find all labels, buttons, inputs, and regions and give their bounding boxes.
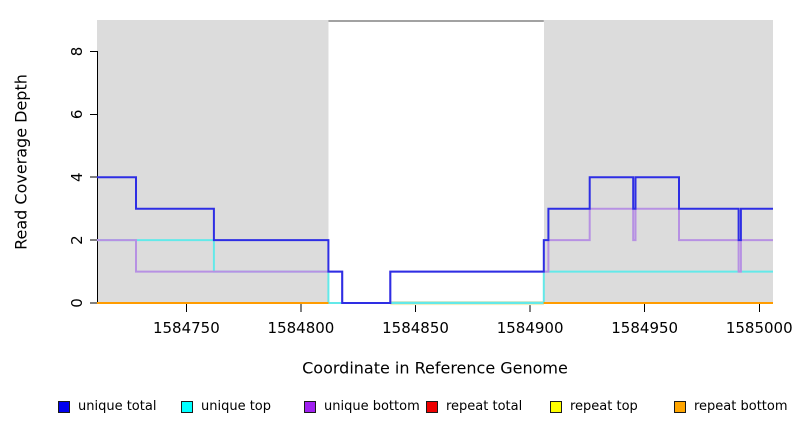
- series-line-unique-top: [97, 239, 773, 304]
- legend-label-unique-top: unique top: [201, 399, 272, 414]
- x-tick-label: 1584900: [497, 319, 564, 337]
- series-line-unique-total: [97, 176, 773, 304]
- x-tick-label: 1584750: [153, 319, 220, 337]
- y-tick-label: 2: [68, 235, 86, 245]
- legend-swatch-repeat-top: [550, 401, 562, 413]
- x-tick-label: 1584850: [382, 319, 449, 337]
- x-tick-label: 1584950: [611, 319, 678, 337]
- y-tick-label: 0: [68, 298, 86, 308]
- x-tick-label: 1585000: [726, 319, 792, 337]
- y-axis-title: Read Coverage Depth: [11, 74, 31, 250]
- legend-swatch-unique-bottom: [304, 401, 316, 413]
- legend-label-unique-total: unique total: [78, 399, 157, 414]
- legend-label-repeat-total: repeat total: [446, 399, 523, 414]
- repeat-region-shading: [543, 20, 773, 303]
- y-tick-label: 8: [68, 47, 86, 57]
- legend-label-repeat-top: repeat top: [570, 399, 638, 414]
- legend-item-repeat-total: repeat total: [426, 400, 522, 414]
- legend-item-repeat-top: repeat top: [550, 400, 638, 414]
- legend-label-unique-bottom: unique bottom: [324, 399, 420, 414]
- repeat-region-shading: [97, 20, 329, 303]
- y-tick-label: 4: [68, 172, 86, 182]
- legend-item-unique-top: unique top: [181, 400, 271, 414]
- legend-item-unique-total: unique total: [58, 400, 156, 414]
- legend-swatch-repeat-bottom: [674, 401, 686, 413]
- legend-item-unique-bottom: unique bottom: [304, 400, 420, 414]
- legend-swatch-unique-total: [58, 401, 70, 413]
- y-tick-label: 6: [68, 110, 86, 120]
- legend-item-repeat-bottom: repeat bottom: [674, 400, 788, 414]
- legend-label-repeat-bottom: repeat bottom: [694, 399, 788, 414]
- legend-swatch-repeat-total: [426, 401, 438, 413]
- x-axis-title: Coordinate in Reference Genome: [302, 358, 568, 378]
- legend-swatch-unique-top: [181, 401, 193, 413]
- x-tick-label: 1584800: [268, 319, 335, 337]
